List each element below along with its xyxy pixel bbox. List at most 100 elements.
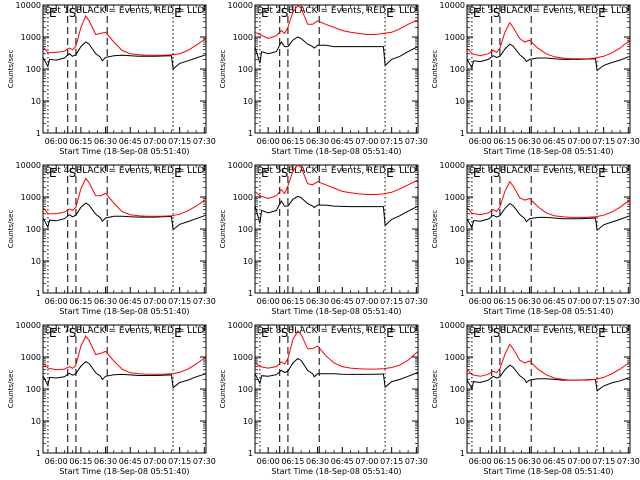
x-tick-label: 06:45 bbox=[119, 297, 142, 306]
x-tick-label: 07:30 bbox=[193, 457, 216, 466]
detector-panel-4: Det 4r BLACK = Events, RED = LLD 1 10 100 10… bbox=[7, 161, 216, 316]
y-tick-label: 1 bbox=[36, 289, 41, 298]
panel-title: Det 4r BLACK = Events, RED = LLD bbox=[45, 166, 204, 176]
y-tick-label: 1000 bbox=[233, 33, 253, 42]
y-axis-label: Counts/sec bbox=[219, 210, 227, 249]
y-tick-label: 10 bbox=[243, 97, 253, 106]
x-axis-label: Start Time (18-Sep-08 05:51:40) bbox=[59, 307, 189, 316]
y-axis-label: Counts/sec bbox=[219, 370, 227, 409]
x-tick-label: 06:45 bbox=[543, 457, 566, 466]
event-marker-label: S bbox=[281, 326, 289, 340]
x-tick-label: 07:30 bbox=[617, 137, 640, 146]
y-tick-label: 10000 bbox=[440, 161, 465, 170]
plot-frame bbox=[42, 164, 207, 294]
x-tick-label: 07:15 bbox=[592, 457, 615, 466]
x-tick-label: 06:00 bbox=[257, 457, 280, 466]
y-axis-label: Counts/sec bbox=[219, 50, 227, 89]
y-tick-label: 1000 bbox=[21, 33, 41, 42]
panel-title: Det 9r BLACK = Events, RED = LLD bbox=[469, 326, 628, 336]
y-tick-label: 10 bbox=[243, 257, 253, 266]
y-tick-label: 10 bbox=[243, 417, 253, 426]
x-tick-label: 06:30 bbox=[518, 137, 541, 146]
series-lld-line bbox=[466, 343, 631, 381]
y-tick-label: 1 bbox=[36, 129, 41, 138]
y-axis-label: Counts/sec bbox=[431, 50, 439, 89]
y-axis-label: Counts/sec bbox=[7, 210, 15, 249]
event-marker-label: S bbox=[493, 326, 501, 340]
event-marker-label: E bbox=[598, 326, 606, 340]
y-tick-label: 100 bbox=[26, 385, 41, 394]
y-tick-label: 1000 bbox=[445, 353, 465, 362]
event-marker-label: E bbox=[174, 166, 182, 180]
x-tick-label: 06:15 bbox=[281, 297, 304, 306]
y-tick-label: 1 bbox=[460, 449, 465, 458]
series-events-line bbox=[466, 43, 631, 72]
x-tick-label: 07:15 bbox=[168, 457, 191, 466]
x-tick-label: 06:00 bbox=[469, 297, 492, 306]
x-tick-label: 07:00 bbox=[355, 297, 378, 306]
x-axis-label: Start Time (18-Sep-08 05:51:40) bbox=[271, 307, 401, 316]
y-tick-label: 10000 bbox=[16, 161, 41, 170]
series-lld-line bbox=[42, 15, 207, 56]
panel-title: Det 2r BLACK = Events, RED = LLD bbox=[257, 6, 416, 16]
event-marker-label: S bbox=[281, 6, 289, 20]
plot-frame bbox=[254, 4, 419, 134]
x-axis-label: Start Time (18-Sep-08 05:51:40) bbox=[483, 467, 613, 476]
y-tick-label: 1 bbox=[248, 289, 253, 298]
event-marker-label: E bbox=[386, 166, 394, 180]
x-tick-label: 07:30 bbox=[193, 297, 216, 306]
y-tick-label: 1000 bbox=[445, 33, 465, 42]
x-tick-label: 06:30 bbox=[518, 457, 541, 466]
plot-frame bbox=[466, 324, 631, 454]
x-axis-label: Start Time (18-Sep-08 05:51:40) bbox=[271, 467, 401, 476]
plot-frame bbox=[466, 4, 631, 134]
y-tick-label: 1 bbox=[248, 129, 253, 138]
y-tick-label: 10000 bbox=[440, 1, 465, 10]
x-tick-label: 06:15 bbox=[493, 457, 516, 466]
x-tick-label: 06:45 bbox=[543, 137, 566, 146]
x-tick-label: 06:15 bbox=[493, 297, 516, 306]
x-tick-label: 07:15 bbox=[380, 457, 403, 466]
event-marker-label: E bbox=[174, 326, 182, 340]
x-tick-label: 06:15 bbox=[69, 297, 92, 306]
detector-panel-5: Det 5r BLACK = Events, RED = LLD 1 10 100 10… bbox=[219, 161, 428, 316]
series-lld-line bbox=[466, 21, 631, 60]
x-tick-label: 06:15 bbox=[69, 137, 92, 146]
panel-title: Det 6r BLACK = Events, RED = LLD bbox=[469, 166, 628, 176]
x-tick-label: 06:00 bbox=[45, 297, 68, 306]
x-axis-label: Start Time (18-Sep-08 05:51:40) bbox=[483, 147, 613, 156]
y-tick-label: 1000 bbox=[233, 193, 253, 202]
event-marker-label: E bbox=[261, 166, 269, 180]
x-tick-label: 06:15 bbox=[493, 137, 516, 146]
series-events-line bbox=[42, 360, 207, 389]
plot-frame bbox=[42, 4, 207, 134]
x-tick-label: 07:15 bbox=[592, 137, 615, 146]
x-tick-label: 07:00 bbox=[355, 137, 378, 146]
y-tick-label: 10000 bbox=[16, 1, 41, 10]
x-tick-label: 07:00 bbox=[143, 457, 166, 466]
x-tick-label: 07:00 bbox=[143, 297, 166, 306]
event-marker-label: E bbox=[49, 326, 57, 340]
x-tick-label: 06:45 bbox=[331, 457, 354, 466]
x-tick-label: 06:00 bbox=[45, 137, 68, 146]
x-tick-label: 07:00 bbox=[567, 137, 590, 146]
x-tick-label: 07:00 bbox=[355, 457, 378, 466]
x-tick-label: 07:00 bbox=[567, 457, 590, 466]
y-tick-label: 10000 bbox=[16, 321, 41, 330]
panel-title: Det 5r BLACK = Events, RED = LLD bbox=[257, 166, 416, 176]
y-tick-label: 1000 bbox=[233, 353, 253, 362]
x-tick-label: 06:00 bbox=[257, 297, 280, 306]
detector-panel-3: Det 3r BLACK = Events, RED = LLD 1 10 100 10… bbox=[431, 1, 640, 156]
series-events-line bbox=[254, 357, 419, 389]
x-tick-label: 06:00 bbox=[469, 137, 492, 146]
x-tick-label: 07:30 bbox=[617, 457, 640, 466]
series-events-line bbox=[254, 195, 419, 227]
x-tick-label: 07:30 bbox=[193, 137, 216, 146]
y-tick-label: 100 bbox=[238, 385, 253, 394]
event-marker-label: E bbox=[386, 326, 394, 340]
series-events-line bbox=[466, 202, 631, 232]
detector-panel-8: Det 8r BLACK = Events, RED = LLD 1 10 100 10… bbox=[219, 321, 428, 476]
event-marker-label: S bbox=[69, 6, 77, 20]
y-tick-label: 100 bbox=[450, 65, 465, 74]
